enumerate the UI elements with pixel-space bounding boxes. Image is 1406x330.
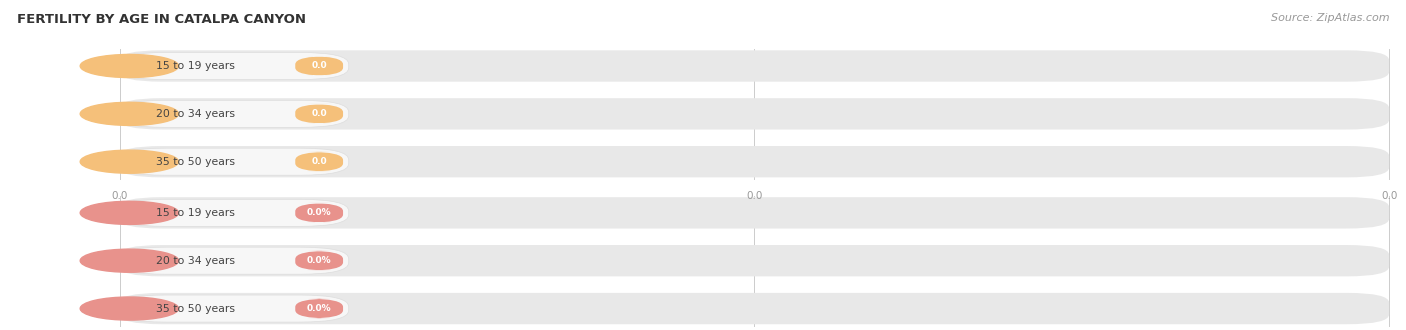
FancyBboxPatch shape xyxy=(295,203,343,223)
Text: 0.0: 0.0 xyxy=(311,109,328,118)
Text: 0.0%: 0.0% xyxy=(307,304,332,313)
Text: 0.0%: 0.0% xyxy=(307,256,332,265)
FancyBboxPatch shape xyxy=(295,56,343,76)
Circle shape xyxy=(80,201,179,224)
FancyBboxPatch shape xyxy=(120,197,1389,228)
FancyBboxPatch shape xyxy=(117,199,349,226)
Text: FERTILITY BY AGE IN CATALPA CANYON: FERTILITY BY AGE IN CATALPA CANYON xyxy=(17,13,307,26)
Text: 0.0: 0.0 xyxy=(1381,190,1398,201)
FancyBboxPatch shape xyxy=(295,104,343,124)
Text: 15 to 19 years: 15 to 19 years xyxy=(156,208,235,218)
FancyBboxPatch shape xyxy=(295,251,343,271)
FancyBboxPatch shape xyxy=(117,148,349,175)
FancyBboxPatch shape xyxy=(117,100,349,127)
FancyBboxPatch shape xyxy=(120,50,1389,82)
Circle shape xyxy=(80,102,179,125)
Circle shape xyxy=(80,54,179,78)
Text: 0.0: 0.0 xyxy=(747,190,762,201)
FancyBboxPatch shape xyxy=(120,245,1389,277)
FancyBboxPatch shape xyxy=(117,247,349,274)
FancyBboxPatch shape xyxy=(120,293,1389,324)
FancyBboxPatch shape xyxy=(117,295,349,322)
Text: 15 to 19 years: 15 to 19 years xyxy=(156,61,235,71)
FancyBboxPatch shape xyxy=(295,299,343,318)
FancyBboxPatch shape xyxy=(117,52,349,80)
FancyBboxPatch shape xyxy=(120,98,1389,129)
FancyBboxPatch shape xyxy=(295,152,343,172)
Text: Source: ZipAtlas.com: Source: ZipAtlas.com xyxy=(1271,13,1389,23)
Text: 35 to 50 years: 35 to 50 years xyxy=(156,304,235,314)
Text: 20 to 34 years: 20 to 34 years xyxy=(156,109,235,119)
FancyBboxPatch shape xyxy=(120,146,1389,178)
Circle shape xyxy=(80,150,179,173)
Circle shape xyxy=(80,249,179,272)
Text: 0.0: 0.0 xyxy=(311,157,328,166)
Text: 0.0: 0.0 xyxy=(111,190,128,201)
Text: 35 to 50 years: 35 to 50 years xyxy=(156,157,235,167)
Text: 20 to 34 years: 20 to 34 years xyxy=(156,256,235,266)
Circle shape xyxy=(80,297,179,320)
Text: 0.0: 0.0 xyxy=(311,61,328,71)
Text: 0.0%: 0.0% xyxy=(307,208,332,217)
